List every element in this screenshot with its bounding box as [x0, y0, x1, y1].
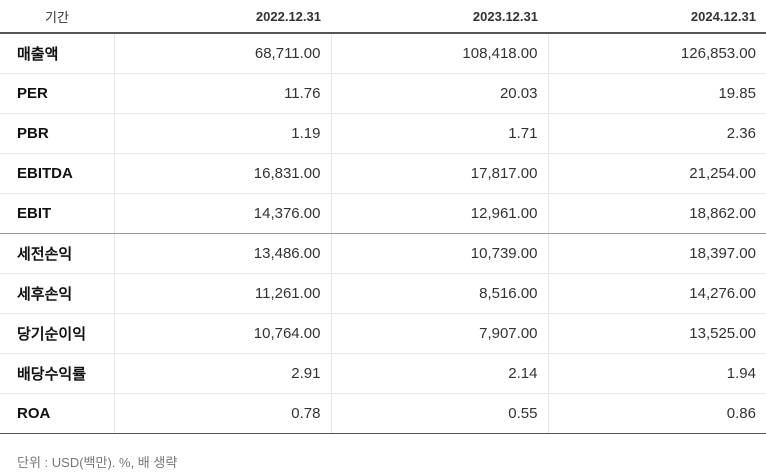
cell-value: 20.03	[330, 73, 548, 114]
table-row: ROA 0.78 0.55 0.86	[0, 393, 766, 434]
header-year-2023: 2023.12.31	[331, 0, 548, 34]
table-row: PBR 1.19 1.71 2.36	[0, 113, 766, 154]
cell-value: 1.71	[330, 113, 548, 154]
cell-value: 13,486.00	[113, 233, 331, 274]
cell-value: 14,376.00	[113, 193, 331, 234]
row-label: 당기순이익	[0, 313, 114, 354]
table-row: EBITDA 16,831.00 17,817.00 21,254.00	[0, 153, 766, 194]
row-label: ROA	[0, 393, 114, 434]
cell-value: 10,764.00	[113, 313, 331, 354]
row-label: 매출액	[0, 33, 114, 74]
cell-value: 11.76	[113, 73, 331, 114]
cell-value: 18,397.00	[547, 233, 766, 274]
header-year-2022: 2022.12.31	[114, 0, 331, 34]
row-label: 세후손익	[0, 273, 114, 314]
cell-value: 12,961.00	[330, 193, 548, 234]
table-row: 매출액 68,711.00 108,418.00 126,853.00	[0, 33, 766, 74]
cell-value: 2.91	[113, 353, 331, 394]
cell-value: 11,261.00	[113, 273, 331, 314]
table-row: 배당수익률 2.91 2.14 1.94	[0, 353, 766, 394]
cell-value: 1.19	[113, 113, 331, 154]
cell-value: 16,831.00	[113, 153, 331, 194]
table-row: EBIT 14,376.00 12,961.00 18,862.00	[0, 193, 766, 234]
cell-value: 2.14	[330, 353, 548, 394]
row-label: PBR	[0, 113, 114, 154]
table-row: 세후손익 11,261.00 8,516.00 14,276.00	[0, 273, 766, 314]
cell-value: 19.85	[547, 73, 766, 114]
cell-value: 21,254.00	[547, 153, 766, 194]
cell-value: 14,276.00	[547, 273, 766, 314]
row-label: 세전손익	[0, 233, 114, 274]
table-row: 당기순이익 10,764.00 7,907.00 13,525.00	[0, 313, 766, 354]
row-label: EBITDA	[0, 153, 114, 194]
cell-value: 2.36	[547, 113, 766, 154]
cell-value: 17,817.00	[330, 153, 548, 194]
cell-value: 126,853.00	[547, 33, 766, 74]
cell-value: 0.78	[113, 393, 331, 434]
row-label: PER	[0, 73, 114, 114]
cell-value: 7,907.00	[330, 313, 548, 354]
cell-value: 68,711.00	[113, 33, 331, 74]
cell-value: 108,418.00	[330, 33, 548, 74]
table-row: PER 11.76 20.03 19.85	[0, 73, 766, 114]
cell-value: 0.86	[547, 393, 766, 434]
table-row: 세전손익 13,486.00 10,739.00 18,397.00	[0, 233, 766, 274]
cell-value: 0.55	[330, 393, 548, 434]
row-label: 배당수익률	[0, 353, 114, 394]
row-label: EBIT	[0, 193, 114, 234]
header-period: 기간	[0, 0, 114, 34]
cell-value: 1.94	[547, 353, 766, 394]
table-header-row: 기간 2022.12.31 2023.12.31 2024.12.31	[0, 0, 766, 34]
cell-value: 10,739.00	[330, 233, 548, 274]
cell-value: 8,516.00	[330, 273, 548, 314]
financial-table: 기간 2022.12.31 2023.12.31 2024.12.31 매출액 …	[0, 0, 766, 434]
header-year-2024: 2024.12.31	[548, 0, 766, 34]
cell-value: 13,525.00	[547, 313, 766, 354]
unit-footnote: 단위 : USD(백만). %, 배 생략	[17, 454, 178, 470]
cell-value: 18,862.00	[547, 193, 766, 234]
